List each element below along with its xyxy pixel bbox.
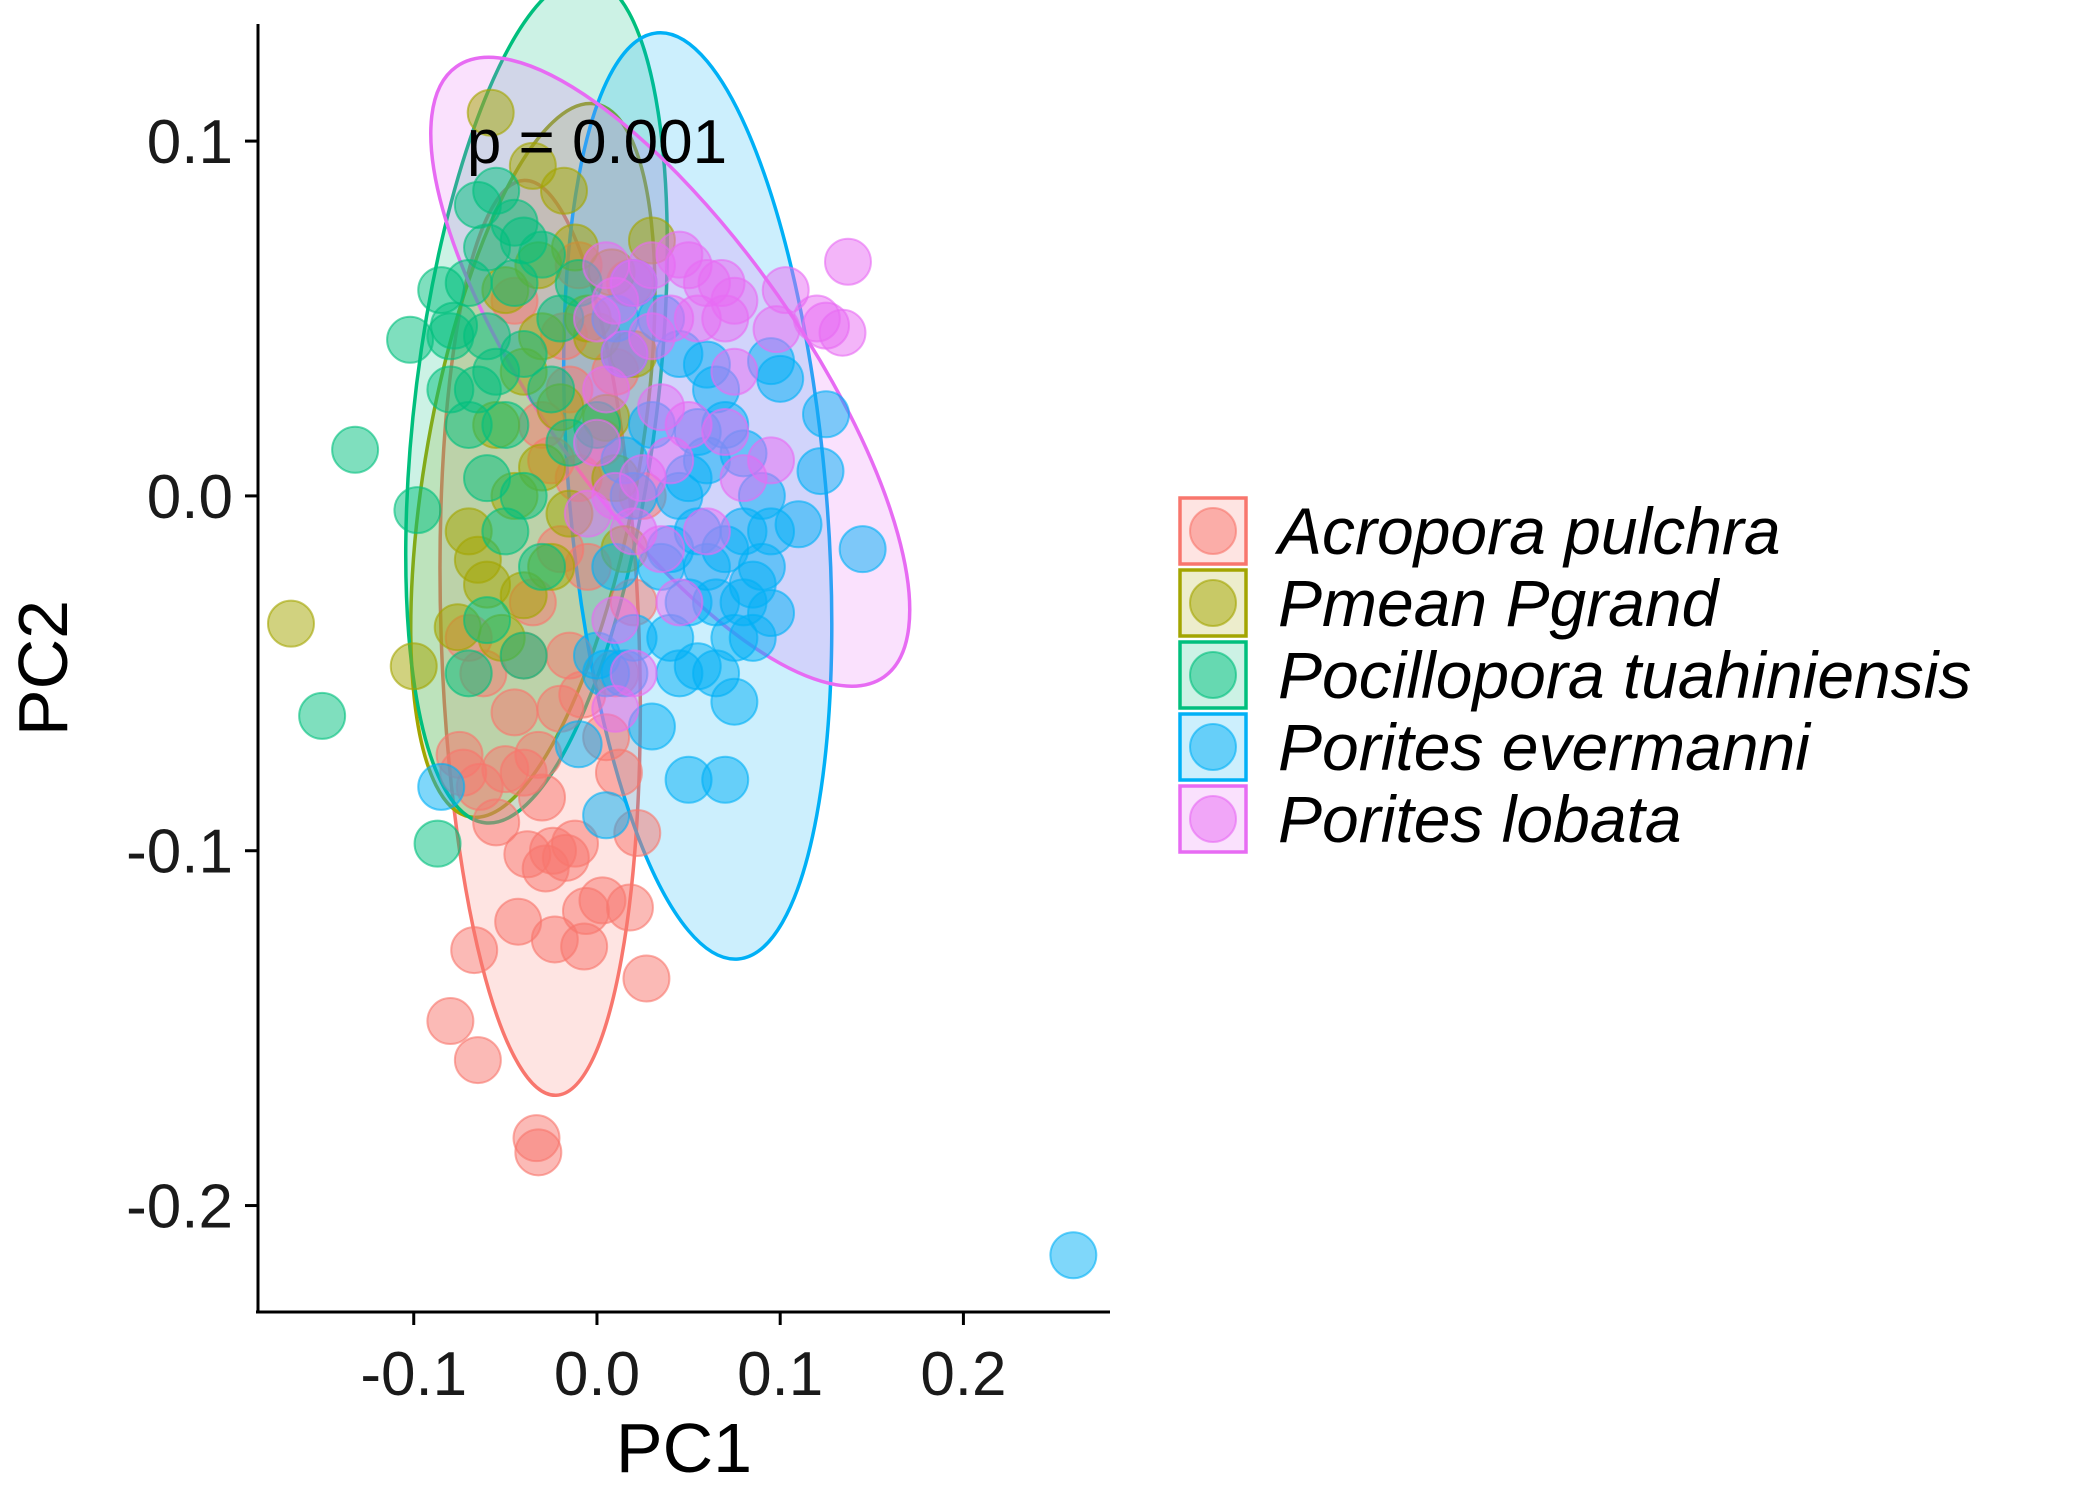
point-series-2-2 (386, 315, 435, 364)
legend-label-0: Acropora pulchra (1274, 494, 1781, 568)
point-series-2-24 (463, 596, 512, 645)
legend-key-point-4 (1189, 795, 1237, 843)
legend-item-1: Pmean Pgrand (1178, 566, 1721, 640)
point-series-2-31 (499, 471, 548, 520)
p-value-annotation: p = 0.001 (467, 108, 727, 177)
point-series-3-1 (838, 525, 887, 574)
point-series-3-48 (728, 613, 777, 662)
point-series-0-15 (503, 830, 552, 879)
y-tick-label-3: 0.1 (147, 108, 233, 177)
point-series-4-37 (563, 489, 612, 538)
x-tick-label-1: 0.0 (554, 1340, 640, 1409)
point-series-3-17 (710, 677, 759, 726)
x-tick-label-3: 0.2 (920, 1340, 1006, 1409)
legend-key-point-0 (1189, 507, 1237, 555)
point-series-4-38 (591, 596, 640, 645)
point-series-4-31 (701, 408, 750, 457)
point-series-1-2 (389, 642, 438, 691)
point-series-0-21 (514, 730, 563, 779)
point-series-4-26 (655, 578, 704, 627)
legend-item-2: Pocillopora tuahiniensis (1178, 638, 1971, 712)
point-series-3-54 (554, 720, 603, 769)
y-ticks-layer: -0.2 -0.1 0.0 0.1 (126, 108, 258, 1242)
point-series-1-8 (539, 166, 588, 215)
point-series-2-30 (426, 365, 475, 414)
point-series-4-25 (637, 525, 686, 574)
point-series-2-17 (499, 329, 548, 378)
point-series-2-34 (417, 266, 466, 315)
point-series-3-49 (747, 507, 796, 556)
point-series-2-27 (518, 542, 566, 591)
point-series-2-26 (444, 649, 493, 698)
legend-item-3: Porites evermanni (1178, 710, 1812, 784)
point-series-3-3 (796, 447, 845, 496)
point-series-0-8 (622, 954, 671, 1003)
point-series-4-16 (572, 294, 621, 343)
point-series-1-0 (466, 88, 515, 137)
point-series-0-1 (514, 1128, 563, 1177)
point-series-4-28 (591, 684, 640, 733)
point-series-0-11 (578, 876, 627, 925)
point-series-2-3 (393, 486, 442, 535)
point-series-1-1 (266, 599, 315, 648)
legend-label-4: Porites lobata (1278, 782, 1682, 856)
y-tick-label-1: -0.1 (126, 818, 233, 887)
point-series-2-1 (331, 425, 380, 474)
point-series-4-15 (582, 241, 631, 290)
legend-key-point-3 (1189, 723, 1237, 771)
point-series-4-32 (710, 347, 759, 396)
point-series-0-24 (550, 819, 599, 868)
point-series-0-30 (594, 748, 643, 797)
point-series-4-36 (572, 418, 621, 467)
legend-item-0: Acropora pulchra (1178, 494, 1781, 568)
point-series-3-19 (664, 755, 713, 804)
point-series-0-25 (518, 773, 566, 822)
point-series-3-53 (582, 791, 631, 840)
point-series-4-30 (719, 454, 768, 503)
point-series-4-35 (582, 365, 631, 414)
point-series-0-4 (450, 926, 499, 975)
point-series-0-3 (426, 997, 475, 1046)
point-series-0-2 (453, 1036, 502, 1085)
y-axis-title: PC2 (4, 600, 82, 736)
point-series-3-2 (802, 390, 850, 439)
y-tick-label-0: -0.2 (126, 1173, 233, 1242)
point-series-2-29 (490, 259, 539, 308)
point-series-2-0 (298, 691, 347, 740)
x-tick-label-0: -0.1 (360, 1340, 467, 1409)
legend-label-3: Porites evermanni (1278, 710, 1812, 784)
point-series-2-4 (413, 819, 462, 868)
point-series-4-0 (823, 237, 872, 286)
point-series-4-34 (646, 294, 695, 343)
legend-label-1: Pmean Pgrand (1278, 566, 1721, 640)
point-series-3-46 (655, 649, 704, 698)
x-tick-label-2: 0.1 (737, 1340, 823, 1409)
y-tick-label-2: 0.0 (147, 463, 233, 532)
point-series-0-26 (490, 688, 539, 737)
point-series-3-21 (417, 762, 466, 811)
x-axis-title: PC1 (616, 1409, 752, 1487)
legend-key-point-2 (1189, 651, 1237, 699)
point-series-3-0 (1049, 1231, 1098, 1280)
legend-key-point-1 (1189, 579, 1237, 627)
point-series-4-39 (682, 507, 731, 556)
legend-label-2: Pocillopora tuahiniensis (1278, 638, 1971, 712)
point-series-2-28 (527, 365, 576, 414)
point-series-4-5 (752, 305, 801, 354)
points-layer (266, 88, 1098, 1280)
x-ticks-layer: -0.1 0.0 0.1 0.2 (360, 1312, 1007, 1409)
point-series-2-25 (499, 631, 548, 680)
legend-item-4: Porites lobata (1178, 782, 1682, 856)
